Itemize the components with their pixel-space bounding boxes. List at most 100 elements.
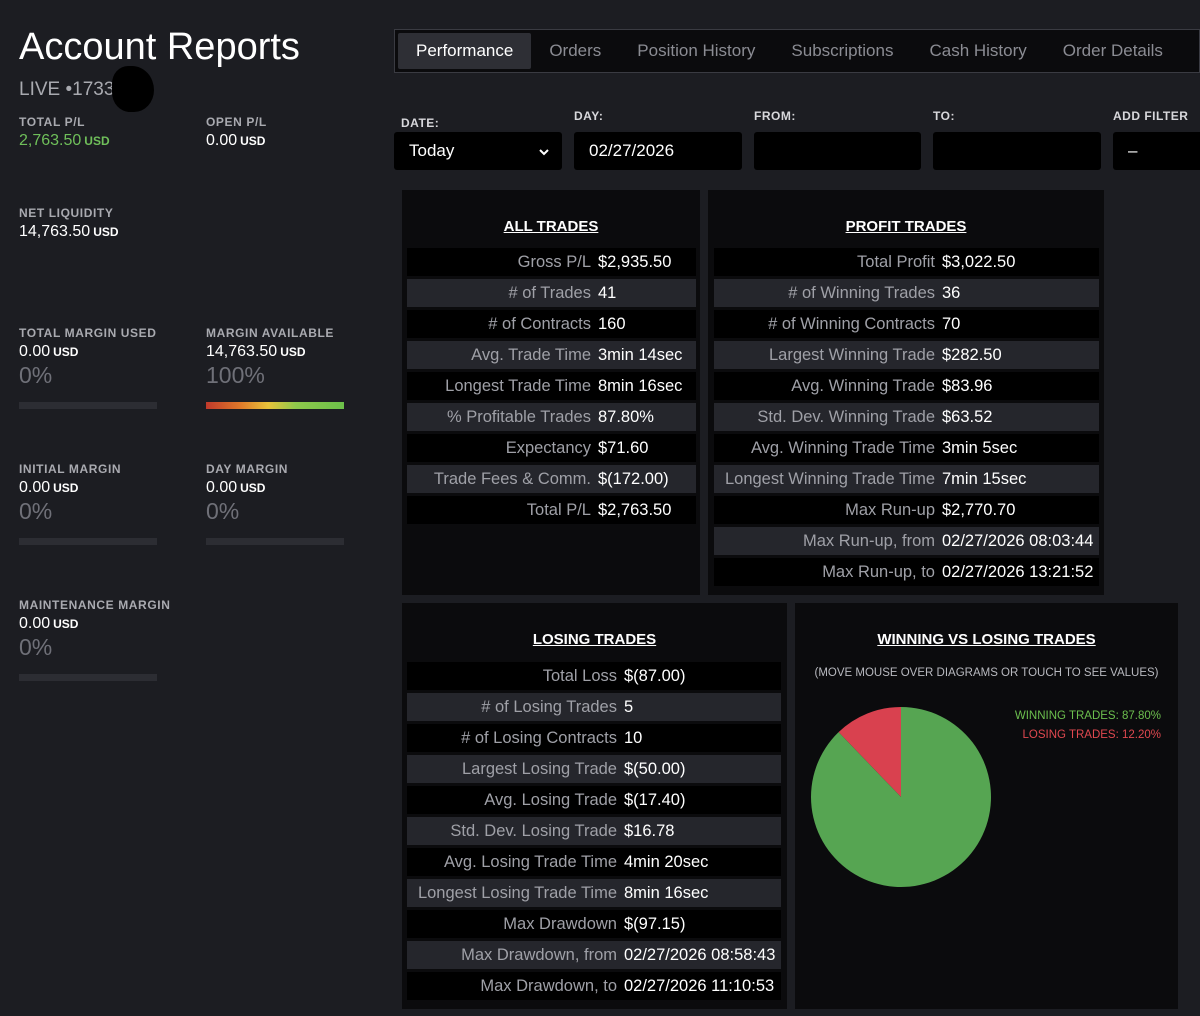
stat-row: Avg. Trade Time 3min 14sec bbox=[407, 341, 696, 369]
initial-margin-value: 0.00 bbox=[19, 479, 51, 496]
stat-row-label: % Profitable Trades bbox=[447, 408, 591, 426]
stat-row-value: 02/27/2026 08:03:44 bbox=[942, 532, 1094, 550]
stat-row-label: Longest Trade Time bbox=[445, 377, 591, 395]
tab-subscriptions[interactable]: Subscriptions bbox=[791, 41, 894, 60]
all-trades-panel: ALL TRADES Gross P/L $2,935.50 # of Trades… bbox=[402, 190, 700, 595]
stat-row-label: Avg. Winning Trade Time bbox=[750, 439, 935, 457]
stat-row: Total Profit $3,022.50 bbox=[714, 248, 1099, 276]
stat-row: Max Drawdown $(97.15) bbox=[407, 910, 781, 938]
stat-row-label: Std. Dev. Winning Trade bbox=[757, 408, 935, 426]
initial-margin-stat: INITIAL MARGIN 0.00 USD 0% bbox=[19, 462, 121, 525]
tab-truncated[interactable]: F bbox=[1181, 33, 1200, 69]
stat-row-value: $3,022.50 bbox=[942, 253, 1016, 271]
day-filter-label: DAY: bbox=[574, 109, 604, 123]
stat-row-value: 8min 16sec bbox=[598, 377, 683, 395]
date-select[interactable]: Today bbox=[394, 132, 562, 170]
stat-row-label: Max Run-up, from bbox=[802, 532, 935, 550]
stat-row: Std. Dev. Losing Trade $16.78 bbox=[407, 817, 781, 845]
stat-row: % Profitable Trades 87.80% bbox=[407, 403, 696, 431]
stat-row-label: Std. Dev. Losing Trade bbox=[450, 822, 617, 840]
stat-row-value: 41 bbox=[598, 284, 617, 302]
margin-available-value: 14,763.50 bbox=[206, 343, 278, 360]
stat-row-value: $(50.00) bbox=[624, 760, 686, 778]
day-input[interactable]: 02/27/2026 bbox=[574, 132, 742, 170]
stat-row-value: 3min 14sec bbox=[598, 346, 683, 364]
stat-row: Avg. Losing Trade Time 4min 20sec bbox=[407, 848, 781, 876]
win-loss-panel: WINNING VS LOSING TRADES (MOVE MOUSE OVE… bbox=[795, 603, 1178, 1009]
net-liquidity-value: 14,763.50 bbox=[19, 223, 91, 240]
stat-row-value: 10 bbox=[624, 729, 643, 747]
initial-margin-currency: USD bbox=[53, 481, 79, 495]
stat-row: # of Trades 41 bbox=[407, 279, 696, 307]
total-margin-used-stat: TOTAL MARGIN USED 0.00 USD 0% bbox=[19, 326, 157, 389]
maintenance-margin-label: MAINTENANCE MARGIN bbox=[19, 598, 171, 612]
net-liquidity-stat: NET LIQUIDITY 14,763.50 USD bbox=[19, 206, 119, 241]
stat-row-label: Max Run-up, to bbox=[822, 563, 935, 581]
stat-row-value: $(97.15) bbox=[624, 915, 686, 933]
to-filter-label: TO: bbox=[933, 109, 955, 123]
initial-margin-bar bbox=[19, 538, 157, 545]
total-pl-label: TOTAL P/L bbox=[19, 115, 86, 129]
from-input[interactable] bbox=[754, 132, 921, 170]
stat-row-label: Longest Losing Trade Time bbox=[417, 884, 617, 902]
stat-row-value: 160 bbox=[598, 315, 626, 333]
total-pl-value: 2,763.50 bbox=[19, 132, 82, 149]
stat-row-label: Avg. Winning Trade bbox=[791, 377, 935, 395]
win-loss-pie-chart[interactable] bbox=[801, 697, 1001, 897]
stat-row: Avg. Winning Trade Time 3min 5sec bbox=[714, 434, 1099, 462]
tab-cash-history[interactable]: Cash History bbox=[929, 41, 1027, 60]
stat-row: Largest Losing Trade $(50.00) bbox=[407, 755, 781, 783]
stat-row-value: 70 bbox=[942, 315, 961, 333]
tab-performance[interactable]: Performance bbox=[398, 33, 532, 69]
to-input[interactable] bbox=[933, 132, 1101, 170]
day-margin-bar bbox=[206, 538, 344, 545]
stat-row-value: 02/27/2026 13:21:52 bbox=[942, 563, 1094, 581]
total-margin-used-value: 0.00 bbox=[19, 343, 51, 360]
stat-row-label: Max Drawdown, from bbox=[461, 946, 617, 964]
report-tabs: Performance Orders Position History Subs… bbox=[394, 29, 1200, 73]
tab-orders[interactable]: Orders bbox=[549, 41, 602, 60]
stat-row-label: Max Drawdown, to bbox=[480, 977, 617, 995]
stat-row: Trade Fees & Comm. $(172.00) bbox=[407, 465, 696, 493]
open-pl-value: 0.00 bbox=[206, 132, 238, 149]
all-trades-title: ALL TRADES bbox=[503, 218, 599, 235]
legend-winning: WINNING TRADES: 87.80% bbox=[1014, 710, 1161, 722]
stat-row: Largest Winning Trade $282.50 bbox=[714, 341, 1099, 369]
stat-row-value: $63.52 bbox=[942, 408, 993, 426]
stat-row-label: # of Contracts bbox=[488, 315, 591, 333]
account-id: LIVE •1733 bbox=[19, 79, 115, 100]
pie-slice-losing[interactable] bbox=[838, 707, 901, 797]
stat-row-label: Total Loss bbox=[542, 667, 617, 685]
total-pl-value-line: 2,763.50 USD bbox=[19, 132, 110, 150]
stat-row: # of Contracts 160 bbox=[407, 310, 696, 338]
day-input-value: 02/27/2026 bbox=[589, 141, 675, 160]
stat-row: Expectancy $71.60 bbox=[407, 434, 696, 462]
add-filter-select[interactable]: – bbox=[1113, 132, 1200, 170]
total-margin-used-bar bbox=[19, 402, 157, 409]
total-margin-used-label: TOTAL MARGIN USED bbox=[19, 326, 157, 340]
margin-available-label: MARGIN AVAILABLE bbox=[206, 326, 335, 340]
stat-row-value: 8min 16sec bbox=[624, 884, 709, 902]
tab-order-details[interactable]: Order Details bbox=[1062, 41, 1163, 60]
profit-trades-panel: PROFIT TRADES Total Profit $3,022.50 # of … bbox=[708, 190, 1104, 595]
open-pl-currency: USD bbox=[240, 134, 266, 148]
stat-row-value: 36 bbox=[942, 284, 961, 302]
margin-available-value-line: 14,763.50 USD bbox=[206, 343, 334, 361]
stat-row-label: Total Profit bbox=[857, 253, 935, 271]
stat-row-label: Largest Losing Trade bbox=[461, 760, 617, 778]
tab-position-history[interactable]: Position History bbox=[637, 41, 756, 60]
stat-row-value: $2,770.70 bbox=[942, 501, 1016, 519]
stat-row-value: 3min 5sec bbox=[942, 439, 1018, 457]
stat-row: Total Loss $(87.00) bbox=[407, 662, 781, 690]
stat-row: Total P/L $2,763.50 bbox=[407, 496, 696, 524]
stat-row-label: # of Winning Contracts bbox=[768, 315, 935, 333]
net-liquidity-value-line: 14,763.50 USD bbox=[19, 223, 119, 241]
stat-row: Longest Losing Trade Time 8min 16sec bbox=[407, 879, 781, 907]
stat-row-value: $2,935.50 bbox=[598, 253, 672, 271]
day-margin-currency: USD bbox=[240, 481, 266, 495]
stat-row: # of Winning Contracts 70 bbox=[714, 310, 1099, 338]
pie-slice-winning[interactable] bbox=[811, 707, 991, 887]
stat-row-value: 5 bbox=[624, 698, 634, 716]
initial-margin-label: INITIAL MARGIN bbox=[19, 462, 122, 476]
day-margin-percent: 0% bbox=[206, 498, 240, 524]
